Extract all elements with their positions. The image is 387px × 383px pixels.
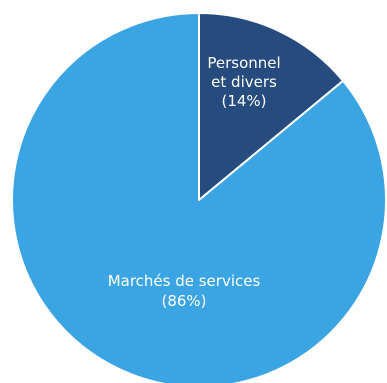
slice-label-line: Personnel bbox=[207, 54, 280, 72]
slice-label-line: et divers bbox=[211, 73, 277, 91]
slice-label-line: (14%) bbox=[221, 92, 266, 110]
pie-slice-0 bbox=[198, 12, 345, 201]
slice-label-1: Marchés de services (86%) bbox=[108, 272, 261, 310]
slice-label-0: Personnel et divers (14%) bbox=[207, 54, 280, 110]
slice-label-line: Marchés de services bbox=[108, 272, 261, 290]
slice-label-line: (86%) bbox=[161, 292, 206, 310]
pie-slice-1 bbox=[11, 12, 387, 383]
